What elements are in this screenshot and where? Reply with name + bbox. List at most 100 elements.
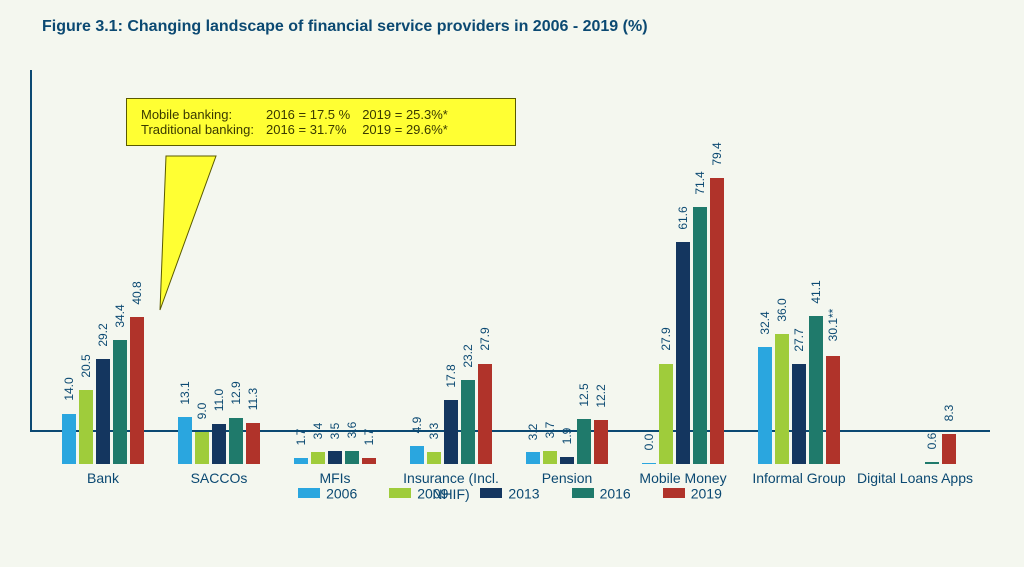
group-digital-loans-apps: 0.68.3Digital Loans Apps [874, 104, 956, 464]
bar: 9.0 [195, 432, 209, 464]
bar: 14.0 [62, 414, 76, 464]
legend-item: 2009 [389, 484, 448, 501]
bar: 36.0 [775, 334, 789, 464]
bar-value-label: 27.9 [478, 328, 492, 351]
bar: 27.9 [659, 364, 673, 464]
legend-label: 2016 [600, 485, 631, 501]
bar: 79.4 [710, 178, 724, 464]
callout-box: Mobile banking:2016 = 17.5 %2019 = 25.3%… [126, 98, 516, 146]
bar: 30.1** [826, 356, 840, 464]
bar-value-label: 3.7 [543, 421, 557, 438]
bar-value-label: 40.8 [130, 281, 144, 304]
bar-value-label: 12.2 [594, 384, 608, 407]
bar-value-label: 8.3 [942, 405, 956, 422]
bar: 17.8 [444, 400, 458, 464]
bar: 34.4 [113, 340, 127, 464]
bar: 12.5 [577, 419, 591, 464]
legend-item: 2019 [663, 484, 722, 501]
bar-value-label: 29.2 [96, 323, 110, 346]
legend-label: 2009 [417, 485, 448, 501]
bar: 27.9 [478, 364, 492, 464]
callout-cell: Traditional banking: [141, 122, 266, 137]
bar-value-label: 3.4 [311, 423, 325, 440]
group-informal-group: 32.436.027.741.130.1**Informal Group [758, 104, 840, 464]
bar-value-label: 20.5 [79, 354, 93, 377]
bar: 1.7 [362, 458, 376, 464]
bar: 1.7 [294, 458, 308, 464]
bar: 61.6 [676, 242, 690, 464]
bar-value-label: 9.0 [195, 402, 209, 419]
bar-value-label: 13.1 [178, 381, 192, 404]
bar: 0.0 [642, 463, 656, 464]
bar-value-label: 12.9 [229, 382, 243, 405]
bar-value-label: 1.9 [560, 428, 574, 445]
legend-label: 2013 [508, 485, 539, 501]
bar-value-label: 3.6 [345, 422, 359, 439]
bar: 13.1 [178, 417, 192, 464]
bar-value-label: 79.4 [710, 142, 724, 165]
group-insurance-incl-nhif-: 4.93.317.823.227.9Insurance (Incl. NHIF) [410, 104, 492, 464]
bar-value-label: 71.4 [693, 171, 707, 194]
bar-value-label: 61.6 [676, 206, 690, 229]
legend-label: 2019 [691, 485, 722, 501]
bar-value-label: 41.1 [809, 280, 823, 303]
bar: 3.5 [328, 451, 342, 464]
bar-value-label: 12.5 [577, 383, 591, 406]
bar: 3.6 [345, 451, 359, 464]
bar-value-label: 27.9 [659, 328, 673, 351]
bar: 27.7 [792, 364, 806, 464]
legend: 2006 2009 2013 2016 2019 [30, 484, 990, 510]
x-axis [30, 430, 990, 432]
bar: 11.0 [212, 424, 226, 464]
bar: 41.1 [809, 316, 823, 464]
bar-value-label: 17.8 [444, 364, 458, 387]
legend-item: 2016 [572, 484, 631, 501]
group-saccos: 13.19.011.012.911.3SACCOs [178, 104, 260, 464]
bar-value-label: 1.7 [362, 429, 376, 446]
callout-cell: 2019 = 25.3%* [362, 107, 460, 122]
legend-swatch [298, 488, 320, 498]
bar-value-label: 30.1** [826, 308, 840, 341]
figure-title: Figure 3.1: Changing landscape of financ… [42, 18, 648, 36]
bar: 23.2 [461, 380, 475, 464]
bar: 3.3 [427, 452, 441, 464]
bar-value-label: 27.7 [792, 328, 806, 351]
bar: 3.2 [526, 452, 540, 464]
bar: 1.9 [560, 457, 574, 464]
bar: 71.4 [693, 207, 707, 464]
group-bank: 14.020.529.234.440.8Bank [62, 104, 144, 464]
bar-value-label: 23.2 [461, 345, 475, 368]
legend-swatch [389, 488, 411, 498]
legend-swatch [663, 488, 685, 498]
group-mobile-money: 0.027.961.671.479.4Mobile Money [642, 104, 724, 464]
bar: 0.6 [925, 462, 939, 464]
callout-cell: 2019 = 29.6%* [362, 122, 460, 137]
bar-value-label: 36.0 [775, 299, 789, 322]
bar: 3.7 [543, 451, 557, 464]
group-pension: 3.23.71.912.512.2Pension [526, 104, 608, 464]
bar-chart: 14.020.529.234.440.8Bank13.19.011.012.91… [30, 70, 990, 510]
bar: 20.5 [79, 390, 93, 464]
legend-item: 2006 [298, 484, 357, 501]
bar: 3.4 [311, 452, 325, 464]
legend-swatch [572, 488, 594, 498]
bar: 40.8 [130, 317, 144, 464]
bar-value-label: 11.0 [212, 389, 226, 411]
y-axis [30, 70, 32, 432]
bar-value-label: 32.4 [758, 311, 772, 334]
group-mfis: 1.73.43.53.61.7MFIs [294, 104, 376, 464]
bar-value-label: 3.5 [328, 422, 342, 439]
bar-value-label: 3.3 [427, 423, 441, 440]
bar-value-label: 3.2 [526, 423, 540, 440]
bar: 12.2 [594, 420, 608, 464]
legend-item: 2013 [480, 484, 539, 501]
callout-cell: 2016 = 31.7% [266, 122, 362, 137]
legend-swatch [480, 488, 502, 498]
callout-cell: Mobile banking: [141, 107, 266, 122]
bar-value-label: 11.3 [246, 388, 260, 410]
bar: 29.2 [96, 359, 110, 464]
bar-value-label: 0.6 [925, 433, 939, 450]
bar-value-label: 14.0 [62, 378, 76, 401]
bar: 4.9 [410, 446, 424, 464]
bar: 12.9 [229, 418, 243, 464]
